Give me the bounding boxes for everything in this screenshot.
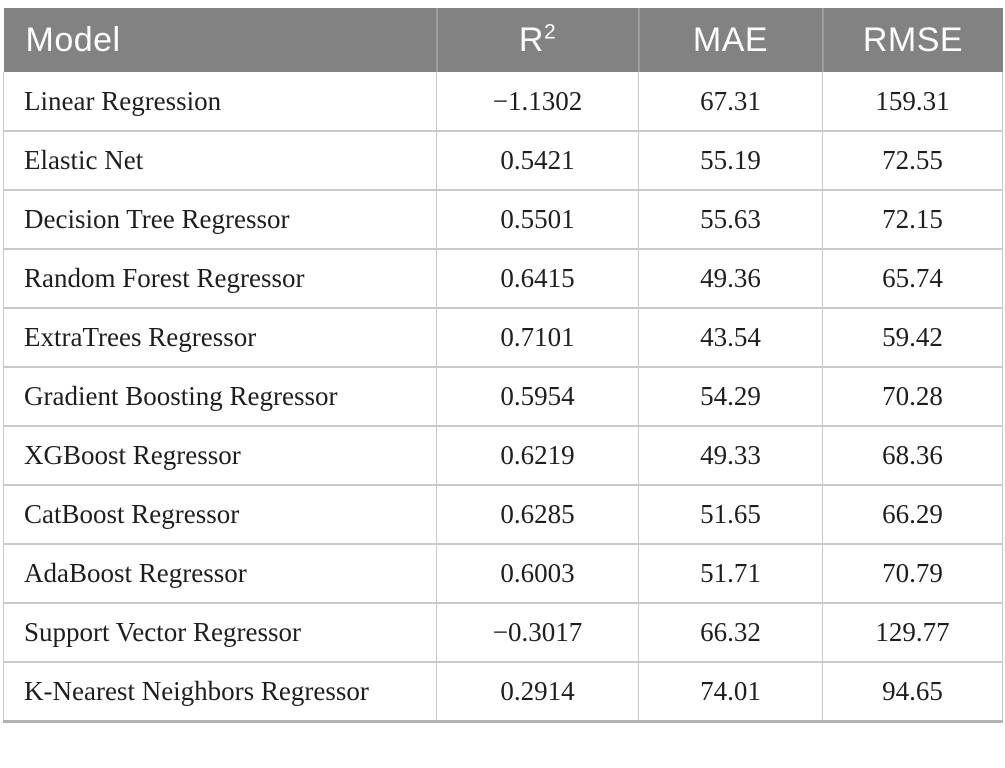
cell-r2: −0.3017 [436, 602, 639, 663]
column-header-mae: MAE [638, 8, 824, 72]
table-header: Model R2 MAE RMSE [3, 8, 1003, 72]
model-metrics-table-container: Model R2 MAE RMSE Linear Regression −1.13… [3, 8, 1003, 723]
table-row: Elastic Net 0.5421 55.19 72.55 [3, 130, 1003, 191]
cell-model: Decision Tree Regressor [3, 189, 437, 250]
column-header-rmse: RMSE [822, 8, 1003, 72]
cell-model: XGBoost Regressor [3, 425, 437, 486]
column-header-r2-base: R [518, 20, 544, 59]
cell-mae: 55.19 [638, 130, 823, 191]
table-row: Support Vector Regressor −0.3017 66.32 129.… [3, 602, 1003, 663]
cell-rmse: 70.28 [822, 366, 1003, 427]
table-row: XGBoost Regressor 0.6219 49.33 68.36 [3, 425, 1003, 486]
cell-r2: 0.6285 [436, 484, 639, 545]
cell-r2: −1.1302 [436, 72, 639, 132]
column-header-r2: R2 [436, 8, 640, 72]
cell-mae: 54.29 [638, 366, 823, 427]
cell-model: Support Vector Regressor [3, 602, 437, 663]
cell-model: Gradient Boosting Regressor [3, 366, 437, 427]
cell-model: ExtraTrees Regressor [3, 307, 437, 368]
table-row: AdaBoost Regressor 0.6003 51.71 70.79 [3, 543, 1003, 604]
model-metrics-table: Model R2 MAE RMSE Linear Regression −1.13… [3, 8, 1003, 723]
cell-rmse: 129.77 [822, 602, 1003, 663]
cell-mae: 51.65 [638, 484, 823, 545]
cell-rmse: 59.42 [822, 307, 1003, 368]
cell-mae: 66.32 [638, 602, 823, 663]
cell-model: Linear Regression [3, 72, 437, 132]
cell-rmse: 70.79 [822, 543, 1003, 604]
cell-rmse: 94.65 [822, 661, 1003, 723]
cell-model: Random Forest Regressor [3, 248, 437, 309]
cell-mae: 49.33 [638, 425, 823, 486]
table-row: Decision Tree Regressor 0.5501 55.63 72.15 [3, 189, 1003, 250]
cell-mae: 55.63 [638, 189, 823, 250]
cell-r2: 0.5501 [436, 189, 639, 250]
cell-rmse: 65.74 [822, 248, 1003, 309]
cell-rmse: 72.55 [822, 130, 1003, 191]
cell-model: AdaBoost Regressor [3, 543, 437, 604]
cell-model: CatBoost Regressor [3, 484, 437, 545]
cell-r2: 0.6003 [436, 543, 639, 604]
cell-r2: 0.5954 [436, 366, 639, 427]
table-row: Gradient Boosting Regressor 0.5954 54.29 70… [3, 366, 1003, 427]
cell-mae: 74.01 [638, 661, 823, 723]
column-header-model: Model [3, 8, 438, 72]
cell-rmse: 66.29 [822, 484, 1003, 545]
cell-rmse: 159.31 [822, 72, 1003, 132]
cell-mae: 49.36 [638, 248, 823, 309]
cell-r2: 0.2914 [436, 661, 639, 723]
cell-mae: 43.54 [638, 307, 823, 368]
table-row: ExtraTrees Regressor 0.7101 43.54 59.42 [3, 307, 1003, 368]
table-row: Linear Regression −1.1302 67.31 159.31 [3, 72, 1003, 132]
cell-r2: 0.7101 [436, 307, 639, 368]
cell-r2: 0.5421 [436, 130, 639, 191]
cell-model: Elastic Net [3, 130, 437, 191]
table-row: CatBoost Regressor 0.6285 51.65 66.29 [3, 484, 1003, 545]
table-body: Linear Regression −1.1302 67.31 159.31 Elast… [3, 72, 1003, 723]
cell-mae: 51.71 [638, 543, 823, 604]
cell-r2: 0.6219 [436, 425, 639, 486]
cell-rmse: 72.15 [822, 189, 1003, 250]
cell-model: K-Nearest Neighbors Regressor [3, 661, 437, 723]
table-row: K-Nearest Neighbors Regressor 0.2914 74.01… [3, 661, 1003, 723]
table-row: Random Forest Regressor 0.6415 49.36 65.74 [3, 248, 1003, 309]
cell-r2: 0.6415 [436, 248, 639, 309]
table-header-row: Model R2 MAE RMSE [3, 8, 1003, 72]
cell-mae: 67.31 [638, 72, 823, 132]
column-header-r2-superscript: 2 [543, 20, 557, 44]
cell-rmse: 68.36 [822, 425, 1003, 486]
